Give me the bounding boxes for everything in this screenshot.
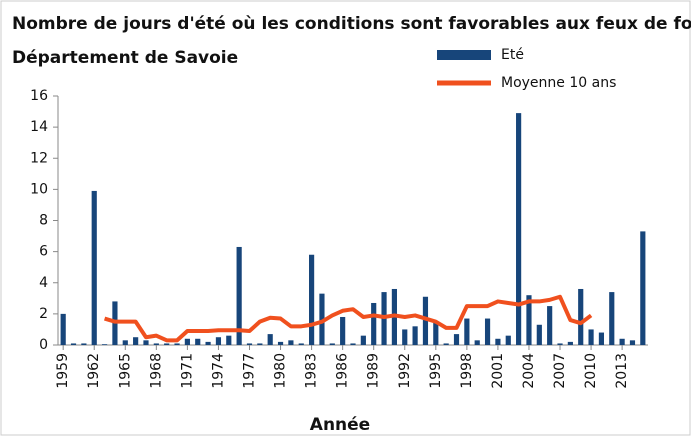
- bar: [588, 329, 594, 345]
- y-tick-label: 0: [39, 337, 48, 353]
- bar: [277, 341, 284, 345]
- y-tick-label: 2: [39, 306, 48, 322]
- bar: [205, 341, 211, 345]
- bar: [340, 316, 346, 345]
- legend-swatch: [437, 50, 491, 60]
- bar: [60, 313, 66, 345]
- x-tick-label: 1986: [335, 353, 351, 389]
- x-tick-label: 2001: [490, 353, 506, 389]
- y-tick-label: 4: [39, 275, 48, 291]
- x-axis-label: Année: [310, 415, 370, 435]
- bar: [122, 340, 128, 345]
- bar: [598, 332, 605, 345]
- x-tick-label: 1971: [179, 353, 195, 389]
- bar: [360, 335, 366, 345]
- bar: [536, 324, 542, 345]
- bar: [609, 292, 615, 345]
- x-tick-label: 1992: [397, 353, 413, 389]
- x-tick-label: 2013: [614, 353, 630, 389]
- bar: [402, 329, 408, 345]
- bar: [422, 296, 429, 345]
- bar: [464, 318, 470, 345]
- bar: [195, 338, 201, 345]
- bar: [433, 321, 439, 345]
- bar: [81, 343, 87, 345]
- bar: [329, 343, 335, 345]
- x-tick-label: 2007: [552, 353, 568, 389]
- y-tick-label: 14: [30, 119, 48, 135]
- x-tick-label: 1989: [366, 353, 382, 389]
- bar: [547, 306, 553, 345]
- bar: [495, 338, 501, 345]
- x-tick-label: 1965: [117, 353, 133, 389]
- bar: [350, 343, 356, 345]
- bar: [474, 340, 480, 345]
- y-tick-label: 8: [39, 213, 48, 229]
- bar: [215, 337, 222, 345]
- bar: [101, 344, 108, 345]
- bar: [526, 295, 532, 345]
- bar: [236, 246, 242, 345]
- bar: [246, 343, 253, 345]
- line: [104, 294, 593, 343]
- x-tick-label: 2010: [583, 353, 599, 389]
- bar: [619, 338, 625, 345]
- bar: [557, 343, 563, 345]
- bar: [143, 340, 149, 345]
- bar: [184, 338, 190, 345]
- bar: [298, 343, 304, 345]
- bar: [91, 190, 97, 345]
- bar: [484, 318, 491, 345]
- bar: [153, 343, 159, 345]
- y-tick-label: 12: [30, 150, 48, 166]
- bar: [516, 113, 522, 346]
- bar: [164, 343, 170, 345]
- legend-label: Moyenne 10 ans: [501, 75, 616, 91]
- bar: [629, 340, 636, 345]
- bar: [288, 340, 294, 345]
- x-tick-label: 2004: [521, 353, 537, 389]
- y-tick-label: 10: [30, 181, 48, 197]
- legend-label: Eté: [501, 47, 524, 63]
- x-tick-label: 1983: [304, 353, 320, 389]
- x-tick-label: 1977: [241, 353, 257, 389]
- x-tick-label: 1962: [86, 353, 102, 389]
- bar: [70, 343, 77, 345]
- bar: [319, 293, 325, 345]
- bar: [640, 231, 646, 345]
- bar: [443, 343, 449, 345]
- x-tick-label: 1980: [273, 353, 289, 389]
- bar: [133, 337, 139, 345]
- bar: [309, 254, 315, 345]
- bar: [267, 334, 273, 345]
- x-tick-label: 1998: [459, 353, 475, 389]
- chart-subtitle: Département de Savoie: [12, 48, 238, 68]
- y-tick-label: 16: [30, 88, 48, 104]
- chart-title: Nombre de jours d'été où les conditions …: [12, 14, 691, 34]
- x-tick-label: 1959: [55, 353, 71, 389]
- bar: [226, 335, 232, 345]
- bar: [412, 326, 418, 345]
- y-tick-label: 6: [39, 244, 48, 260]
- bar: [578, 288, 584, 345]
- bar: [257, 343, 263, 345]
- bar: [174, 343, 180, 345]
- bar: [371, 302, 377, 345]
- bar: [567, 341, 573, 345]
- x-tick-label: 1968: [148, 353, 164, 389]
- bar: [453, 334, 460, 345]
- bar: [505, 335, 511, 345]
- x-tick-label: 1995: [428, 353, 444, 389]
- x-tick-label: 1974: [210, 353, 226, 389]
